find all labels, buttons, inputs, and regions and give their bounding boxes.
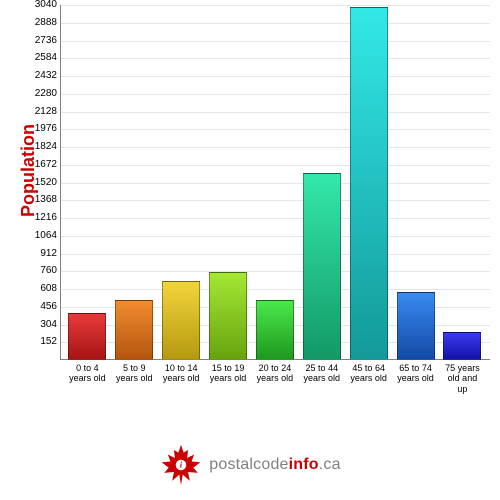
bar xyxy=(256,300,294,360)
bar xyxy=(443,332,481,360)
y-tick-label: 456 xyxy=(17,302,57,312)
y-tick-label: 152 xyxy=(17,337,57,347)
x-tick-label: 5 to 9 years old xyxy=(115,363,153,394)
bar xyxy=(303,173,341,360)
y-tick-label: 2128 xyxy=(17,107,57,117)
y-tick-label: 2584 xyxy=(17,53,57,63)
y-tick-label: 2736 xyxy=(17,36,57,46)
y-tick-label: 1064 xyxy=(17,231,57,241)
y-tick-label: 1368 xyxy=(17,195,57,205)
x-tick-label: 10 to 14 years old xyxy=(162,363,200,394)
x-tick-label: 25 to 44 years old xyxy=(303,363,341,394)
y-tick-label: 760 xyxy=(17,266,57,276)
bar xyxy=(162,281,200,360)
bar xyxy=(209,272,247,360)
x-tick-label: 20 to 24 years old xyxy=(256,363,294,394)
y-tick-label: 1520 xyxy=(17,178,57,188)
maple-leaf-icon: i xyxy=(159,443,203,487)
x-tick-label: 15 to 19 years old xyxy=(209,363,247,394)
brand-part-3: .ca xyxy=(319,456,341,473)
brand-text: postalcodeinfo.ca xyxy=(209,456,340,474)
chart-container: Population 15230445660876091210641216136… xyxy=(0,0,500,430)
x-tick-label: 75 years old and up xyxy=(443,363,481,394)
footer-brand: i postalcodeinfo.ca xyxy=(0,437,500,492)
y-tick-label: 2280 xyxy=(17,89,57,99)
bar xyxy=(397,292,435,360)
brand-part-2: info xyxy=(289,456,319,473)
y-tick-label: 2432 xyxy=(17,71,57,81)
y-tick-label: 1672 xyxy=(17,160,57,170)
bar xyxy=(68,313,106,360)
y-tick-label: 1824 xyxy=(17,142,57,152)
y-tick-label: 1216 xyxy=(17,213,57,223)
y-tick-label: 1976 xyxy=(17,124,57,134)
y-tick-label: 912 xyxy=(17,249,57,259)
x-axis-labels: 0 to 4 years old 5 to 9 years old 10 to 14… xyxy=(60,363,490,394)
y-tick-label: 608 xyxy=(17,284,57,294)
bar xyxy=(350,7,388,360)
y-tick-label: 3040 xyxy=(17,0,57,10)
x-tick-label: 65 to 74 years old xyxy=(397,363,435,394)
brand-part-1: postalcode xyxy=(209,456,288,473)
bar xyxy=(115,300,153,360)
bars-group xyxy=(60,5,490,360)
x-tick-label: 0 to 4 years old xyxy=(68,363,106,394)
y-tick-label: 304 xyxy=(17,320,57,330)
x-tick-label: 45 to 64 years old xyxy=(350,363,388,394)
y-tick-label: 2888 xyxy=(17,18,57,28)
